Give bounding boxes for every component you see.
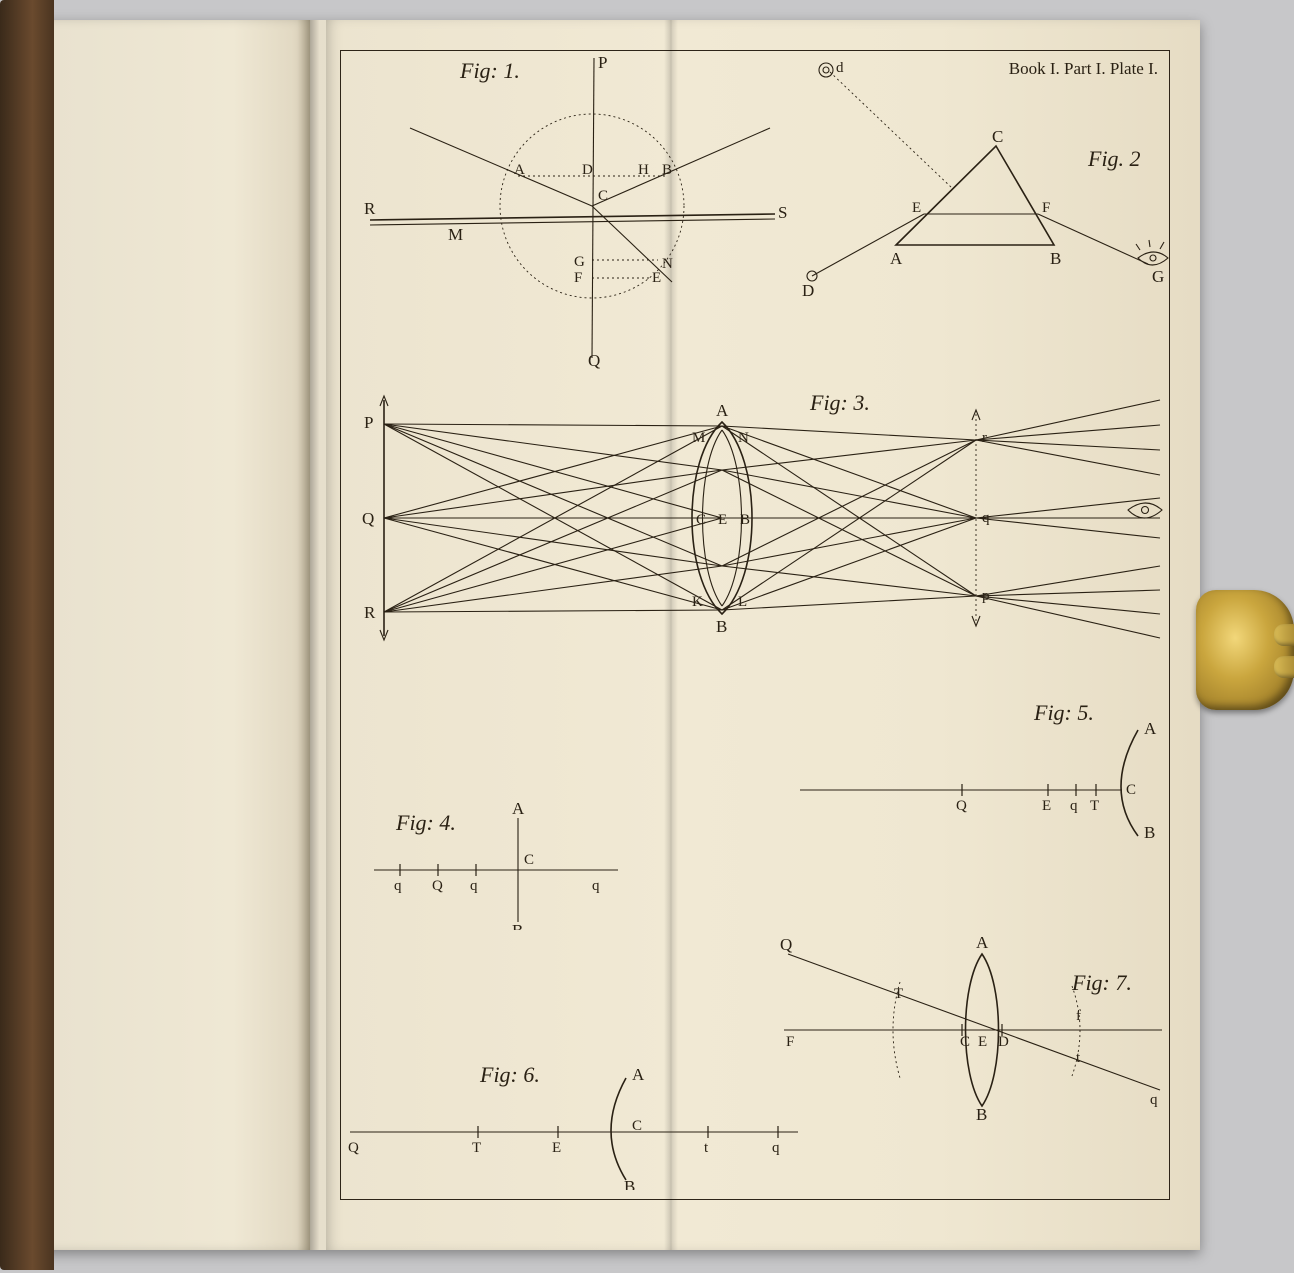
svg-text:B: B: [1050, 249, 1061, 268]
svg-text:A: A: [632, 1065, 645, 1084]
svg-text:Q: Q: [588, 351, 600, 370]
svg-text:B: B: [662, 162, 672, 178]
svg-text:B: B: [512, 921, 523, 930]
svg-text:t: t: [1076, 1050, 1081, 1066]
svg-text:P: P: [598, 53, 607, 72]
svg-text:T: T: [472, 1140, 481, 1156]
svg-text:B: B: [716, 617, 727, 636]
svg-text:B: B: [624, 1177, 635, 1190]
svg-text:E: E: [718, 512, 727, 528]
svg-text:D: D: [802, 281, 814, 300]
fig2-title: Fig. 2: [1087, 146, 1141, 171]
svg-text:R: R: [364, 603, 376, 622]
svg-text:N: N: [738, 430, 749, 446]
svg-text:q: q: [470, 878, 478, 894]
svg-text:A: A: [890, 249, 903, 268]
svg-text:A: A: [976, 933, 989, 952]
right-page: Book I. Part I. Plate I. Fig: 1. P Q R S: [326, 20, 1200, 1250]
svg-text:F: F: [574, 270, 582, 286]
svg-text:E: E: [912, 200, 921, 216]
svg-text:r: r: [982, 430, 987, 446]
svg-text:d: d: [836, 60, 844, 76]
fig6-title: Fig: 6.: [479, 1062, 540, 1087]
svg-text:S: S: [778, 203, 787, 222]
svg-text:N: N: [662, 256, 673, 272]
fig4-title: Fig: 4.: [395, 810, 456, 835]
svg-text:q: q: [772, 1140, 780, 1156]
svg-text:C: C: [632, 1118, 642, 1134]
svg-text:G: G: [1152, 267, 1164, 286]
svg-text:Q: Q: [956, 798, 967, 814]
fig3-title: Fig: 3.: [809, 390, 870, 415]
svg-text:G: G: [574, 254, 585, 270]
svg-text:C: C: [696, 512, 706, 528]
book-spine: [0, 0, 54, 1270]
svg-text:D: D: [998, 1034, 1009, 1050]
svg-text:B: B: [740, 512, 750, 528]
svg-text:C: C: [960, 1034, 970, 1050]
svg-text:E: E: [1042, 798, 1051, 814]
svg-text:E: E: [552, 1140, 561, 1156]
eye-icon: [1128, 503, 1162, 518]
gold-clasp-icon: [1196, 590, 1294, 710]
svg-text:F: F: [1042, 200, 1050, 216]
svg-text:D: D: [582, 162, 593, 178]
svg-text:p: p: [982, 588, 990, 604]
svg-text:K: K: [692, 594, 703, 610]
svg-text:A: A: [716, 401, 729, 420]
svg-text:q: q: [592, 878, 600, 894]
svg-text:R: R: [364, 199, 376, 218]
svg-text:A: A: [514, 162, 525, 178]
svg-text:q: q: [1070, 798, 1078, 814]
svg-text:H: H: [638, 162, 649, 178]
svg-text:C: C: [992, 127, 1003, 146]
svg-text:q: q: [1150, 1092, 1158, 1108]
svg-text:Q: Q: [348, 1140, 359, 1156]
figure-4: Fig: 4. A B C q Q q q: [366, 760, 626, 930]
figure-7: Fig: 7. A B C E D F Q q T f t: [776, 890, 1170, 1120]
gutter-shadow: [310, 20, 326, 1250]
svg-text:f: f: [1076, 1008, 1081, 1024]
svg-text:P: P: [364, 413, 373, 432]
svg-text:C: C: [598, 188, 608, 204]
svg-text:E: E: [652, 270, 661, 286]
svg-text:T: T: [1090, 798, 1099, 814]
figure-5: Fig: 5. A B C Q E q T: [794, 680, 1170, 840]
svg-text:q: q: [982, 510, 990, 526]
svg-text:B: B: [976, 1105, 987, 1120]
fig1-title: Fig: 1.: [459, 58, 520, 83]
svg-text:Q: Q: [432, 878, 443, 894]
svg-text:C: C: [1126, 782, 1136, 798]
left-page: [54, 20, 310, 1250]
svg-text:A: A: [1144, 719, 1157, 738]
svg-text:A: A: [512, 799, 525, 818]
svg-text:Q: Q: [362, 509, 374, 528]
svg-text:M: M: [448, 225, 463, 244]
figure-2: Fig. 2 d C: [800, 50, 1170, 310]
figure-1: Fig: 1. P Q R S M A B C D H: [340, 50, 800, 370]
svg-text:t: t: [704, 1140, 709, 1156]
figure-6: Fig: 6. A B C Q T E t q: [340, 1020, 810, 1190]
figure-3: Fig: 3.: [340, 370, 1170, 670]
svg-text:T: T: [894, 986, 903, 1002]
fig5-title: Fig: 5.: [1033, 700, 1094, 725]
svg-text:B: B: [1144, 823, 1155, 840]
fig7-title: Fig: 7.: [1071, 970, 1132, 995]
svg-text:L: L: [738, 594, 747, 610]
svg-text:Q: Q: [780, 935, 792, 954]
svg-text:C: C: [524, 852, 534, 868]
svg-text:E: E: [978, 1034, 987, 1050]
svg-text:q: q: [394, 878, 402, 894]
book: Book I. Part I. Plate I. Fig: 1. P Q R S: [0, 20, 1200, 1250]
svg-text:M: M: [692, 430, 705, 446]
